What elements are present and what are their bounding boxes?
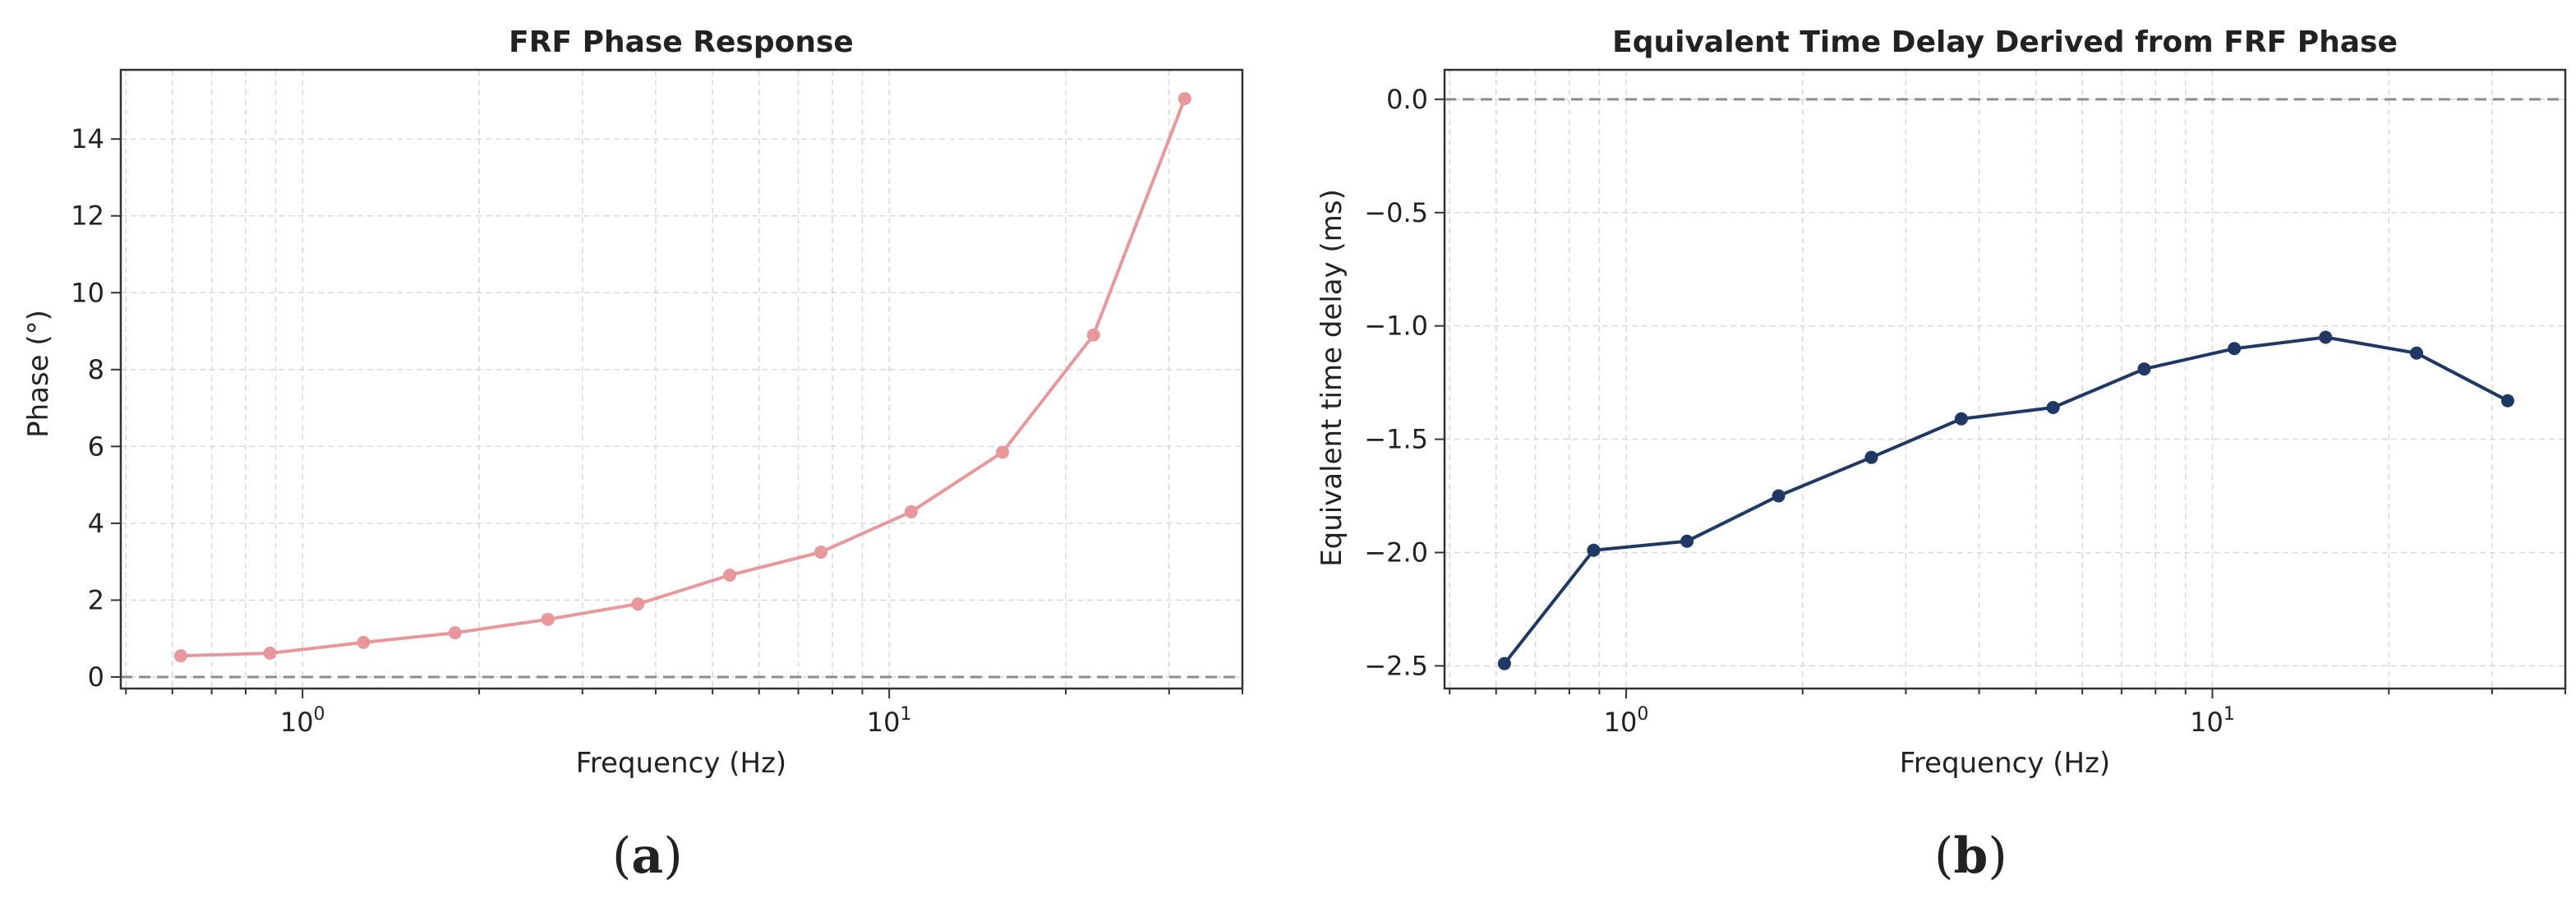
chart-b-ytick-label: −2.5 [1364, 650, 1428, 681]
chart-b-xlabel: Frequency (Hz) [1900, 747, 2110, 780]
chart-a-data-point [631, 597, 645, 611]
chart-a-data-point [173, 649, 187, 663]
chart-b-ticks: 0.0 −0.5 −1.0 −1.5 −2.0 −2.5 100 101 [1364, 84, 2566, 738]
chart-a-xlabel: Frequency (Hz) [576, 747, 786, 780]
chart-b-title: Equivalent Time Delay Derived from FRF P… [1612, 25, 2398, 59]
chart-a-plot-frame [119, 68, 1244, 690]
chart-a-grid [121, 70, 1243, 689]
chart-a-data-point [1086, 328, 1100, 342]
chart-a-ytick-label: 8 [88, 354, 104, 385]
chart-b-data-point [1954, 412, 1968, 426]
chart-b-data-point [2046, 400, 2060, 414]
chart-b-data-point [2319, 330, 2333, 344]
chart-b-ytick-label: −1.5 [1364, 424, 1428, 455]
chart-b-ytick-label: −1.0 [1364, 311, 1428, 342]
chart-a-ytick-label: 10 [71, 277, 104, 308]
chart-b-plot-frame [1443, 68, 2567, 690]
chart-a-data-point [996, 445, 1010, 459]
chart-b-data-point [2137, 362, 2151, 376]
chart-a-xtick-label: 100 [280, 704, 325, 738]
panel-label-b: (b) [1934, 827, 2007, 885]
chart-a-ytick-label: 2 [88, 584, 104, 615]
chart-panel-b: Equivalent Time Delay Derived from FRF P… [1316, 25, 2567, 885]
panel-label-a: (a) [612, 827, 683, 885]
chart-b-series-line [1503, 335, 2509, 665]
chart-a-ticks: 0 2 4 6 8 10 12 14 100 101 [71, 123, 1243, 738]
chart-a-data-point [448, 626, 462, 640]
chart-a-data-point [541, 612, 555, 626]
chart-a-data-point [723, 569, 737, 583]
chart-a-series-line [180, 98, 1187, 658]
chart-b-xtick-label: 100 [1604, 704, 1649, 738]
chart-panel-a: FRF Phase Response Frequency (Hz) Phase … [22, 25, 1244, 885]
chart-b-xtick-label: 101 [2190, 704, 2235, 738]
chart-b-data-point [2409, 346, 2423, 360]
chart-a-ytick-label: 14 [71, 123, 104, 154]
chart-b-data-point [1864, 450, 1878, 464]
chart-a-ytick-label: 6 [88, 431, 104, 462]
chart-a-xtick-label: 101 [867, 704, 912, 738]
chart-b-data-point [1772, 489, 1786, 503]
chart-b-data-point [1497, 656, 1511, 670]
chart-a-data-point [263, 646, 277, 660]
chart-a-data-point [357, 635, 371, 649]
chart-a-title: FRF Phase Response [509, 25, 854, 59]
chart-a-data-point [904, 504, 918, 518]
chart-a-data-point [1177, 92, 1191, 106]
chart-a-ytick-label: 4 [88, 508, 104, 539]
chart-b-data-point [1680, 534, 1694, 548]
chart-b-data-point [2500, 394, 2514, 408]
chart-a-data-point [814, 545, 828, 559]
chart-a-ylabel: Phase (°) [22, 310, 55, 438]
chart-a-ytick-label: 12 [71, 200, 104, 232]
chart-b-ytick-label: −2.0 [1364, 537, 1428, 569]
chart-b-ylabel: Equivalent time delay (ms) [1316, 189, 1348, 567]
chart-b-ytick-label: −0.5 [1364, 197, 1428, 228]
chart-b-data-point [2228, 342, 2242, 356]
chart-b-data-point [1587, 543, 1601, 557]
chart-b-ytick-label: 0.0 [1386, 84, 1428, 115]
chart-a-ytick-label: 0 [88, 661, 104, 693]
